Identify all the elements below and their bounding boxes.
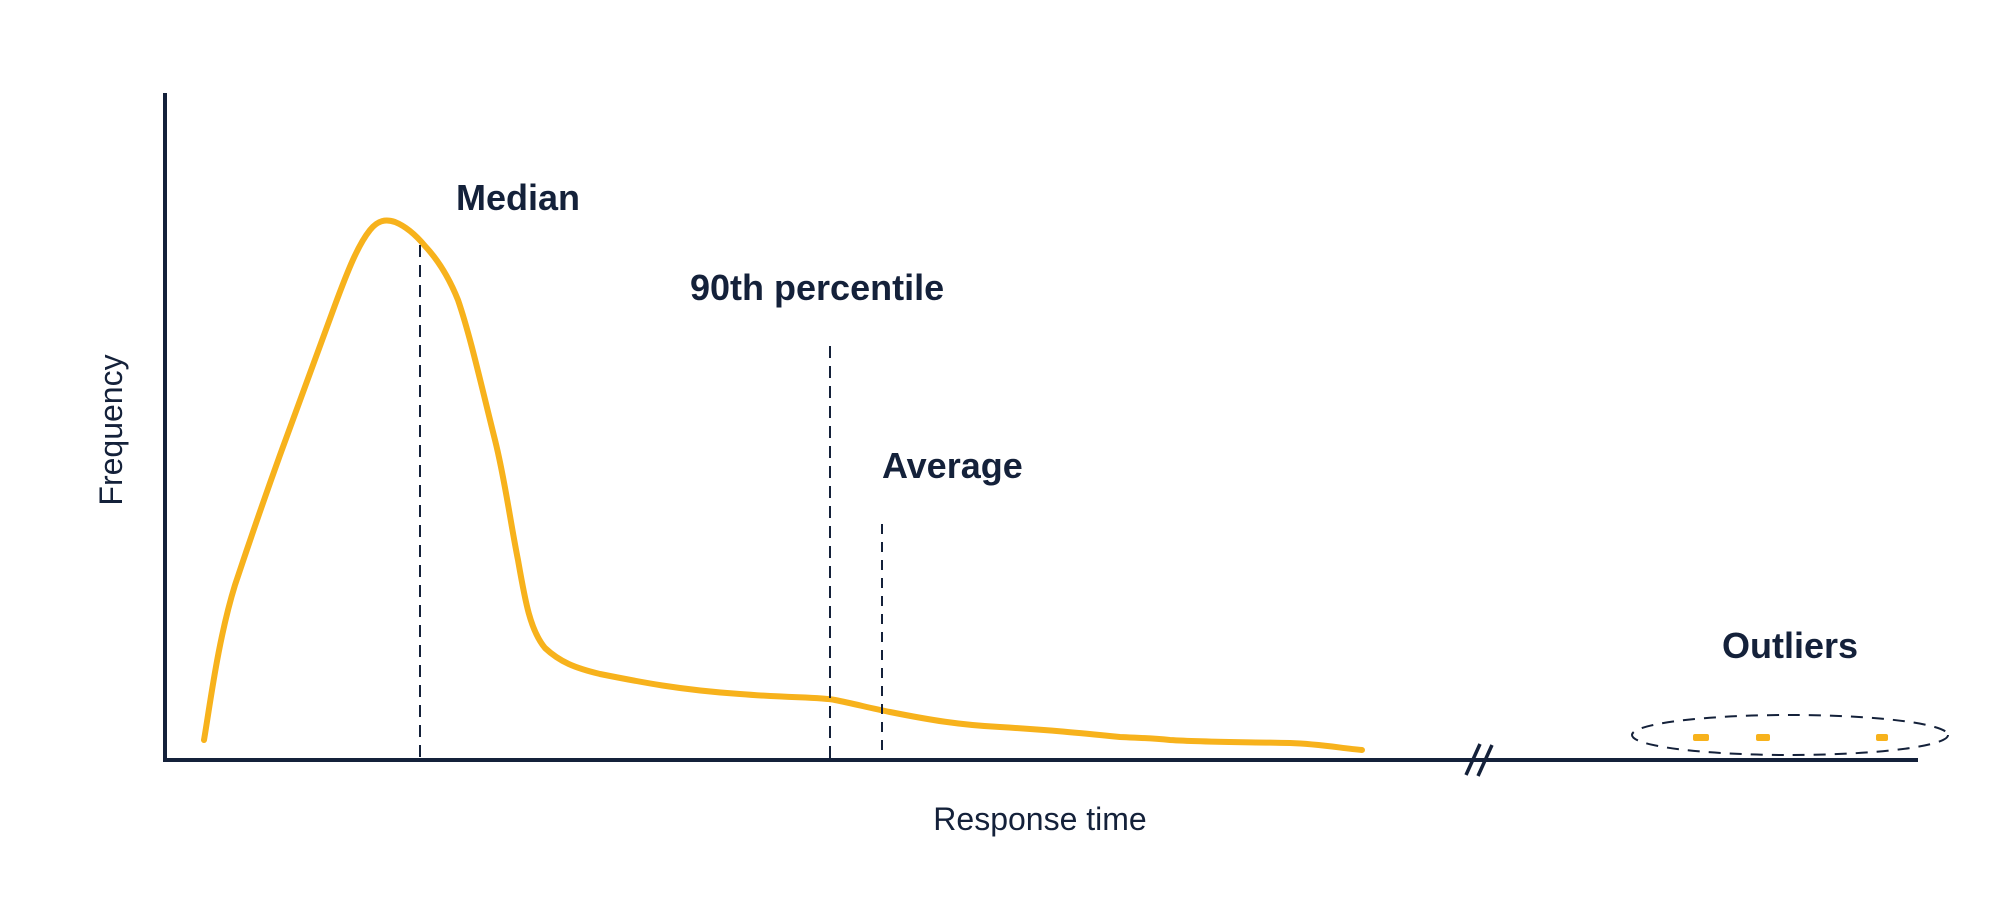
- outliers-region: [1631, 714, 1949, 756]
- y-axis-title: Frequency: [93, 354, 129, 505]
- distribution-curve: [201, 217, 1365, 753]
- outlier-points: [1693, 734, 1888, 741]
- p90-label: 90th percentile: [690, 267, 944, 308]
- outlier-point: [1876, 734, 1888, 741]
- x-axis-title: Response time: [933, 801, 1146, 837]
- median-label: Median: [456, 177, 580, 218]
- outlier-point: [1693, 734, 1709, 741]
- outlier-point: [1756, 734, 1770, 741]
- average-label: Average: [882, 445, 1023, 486]
- axis-break-icon: [1464, 743, 1494, 777]
- outliers-label: Outliers: [1722, 625, 1858, 666]
